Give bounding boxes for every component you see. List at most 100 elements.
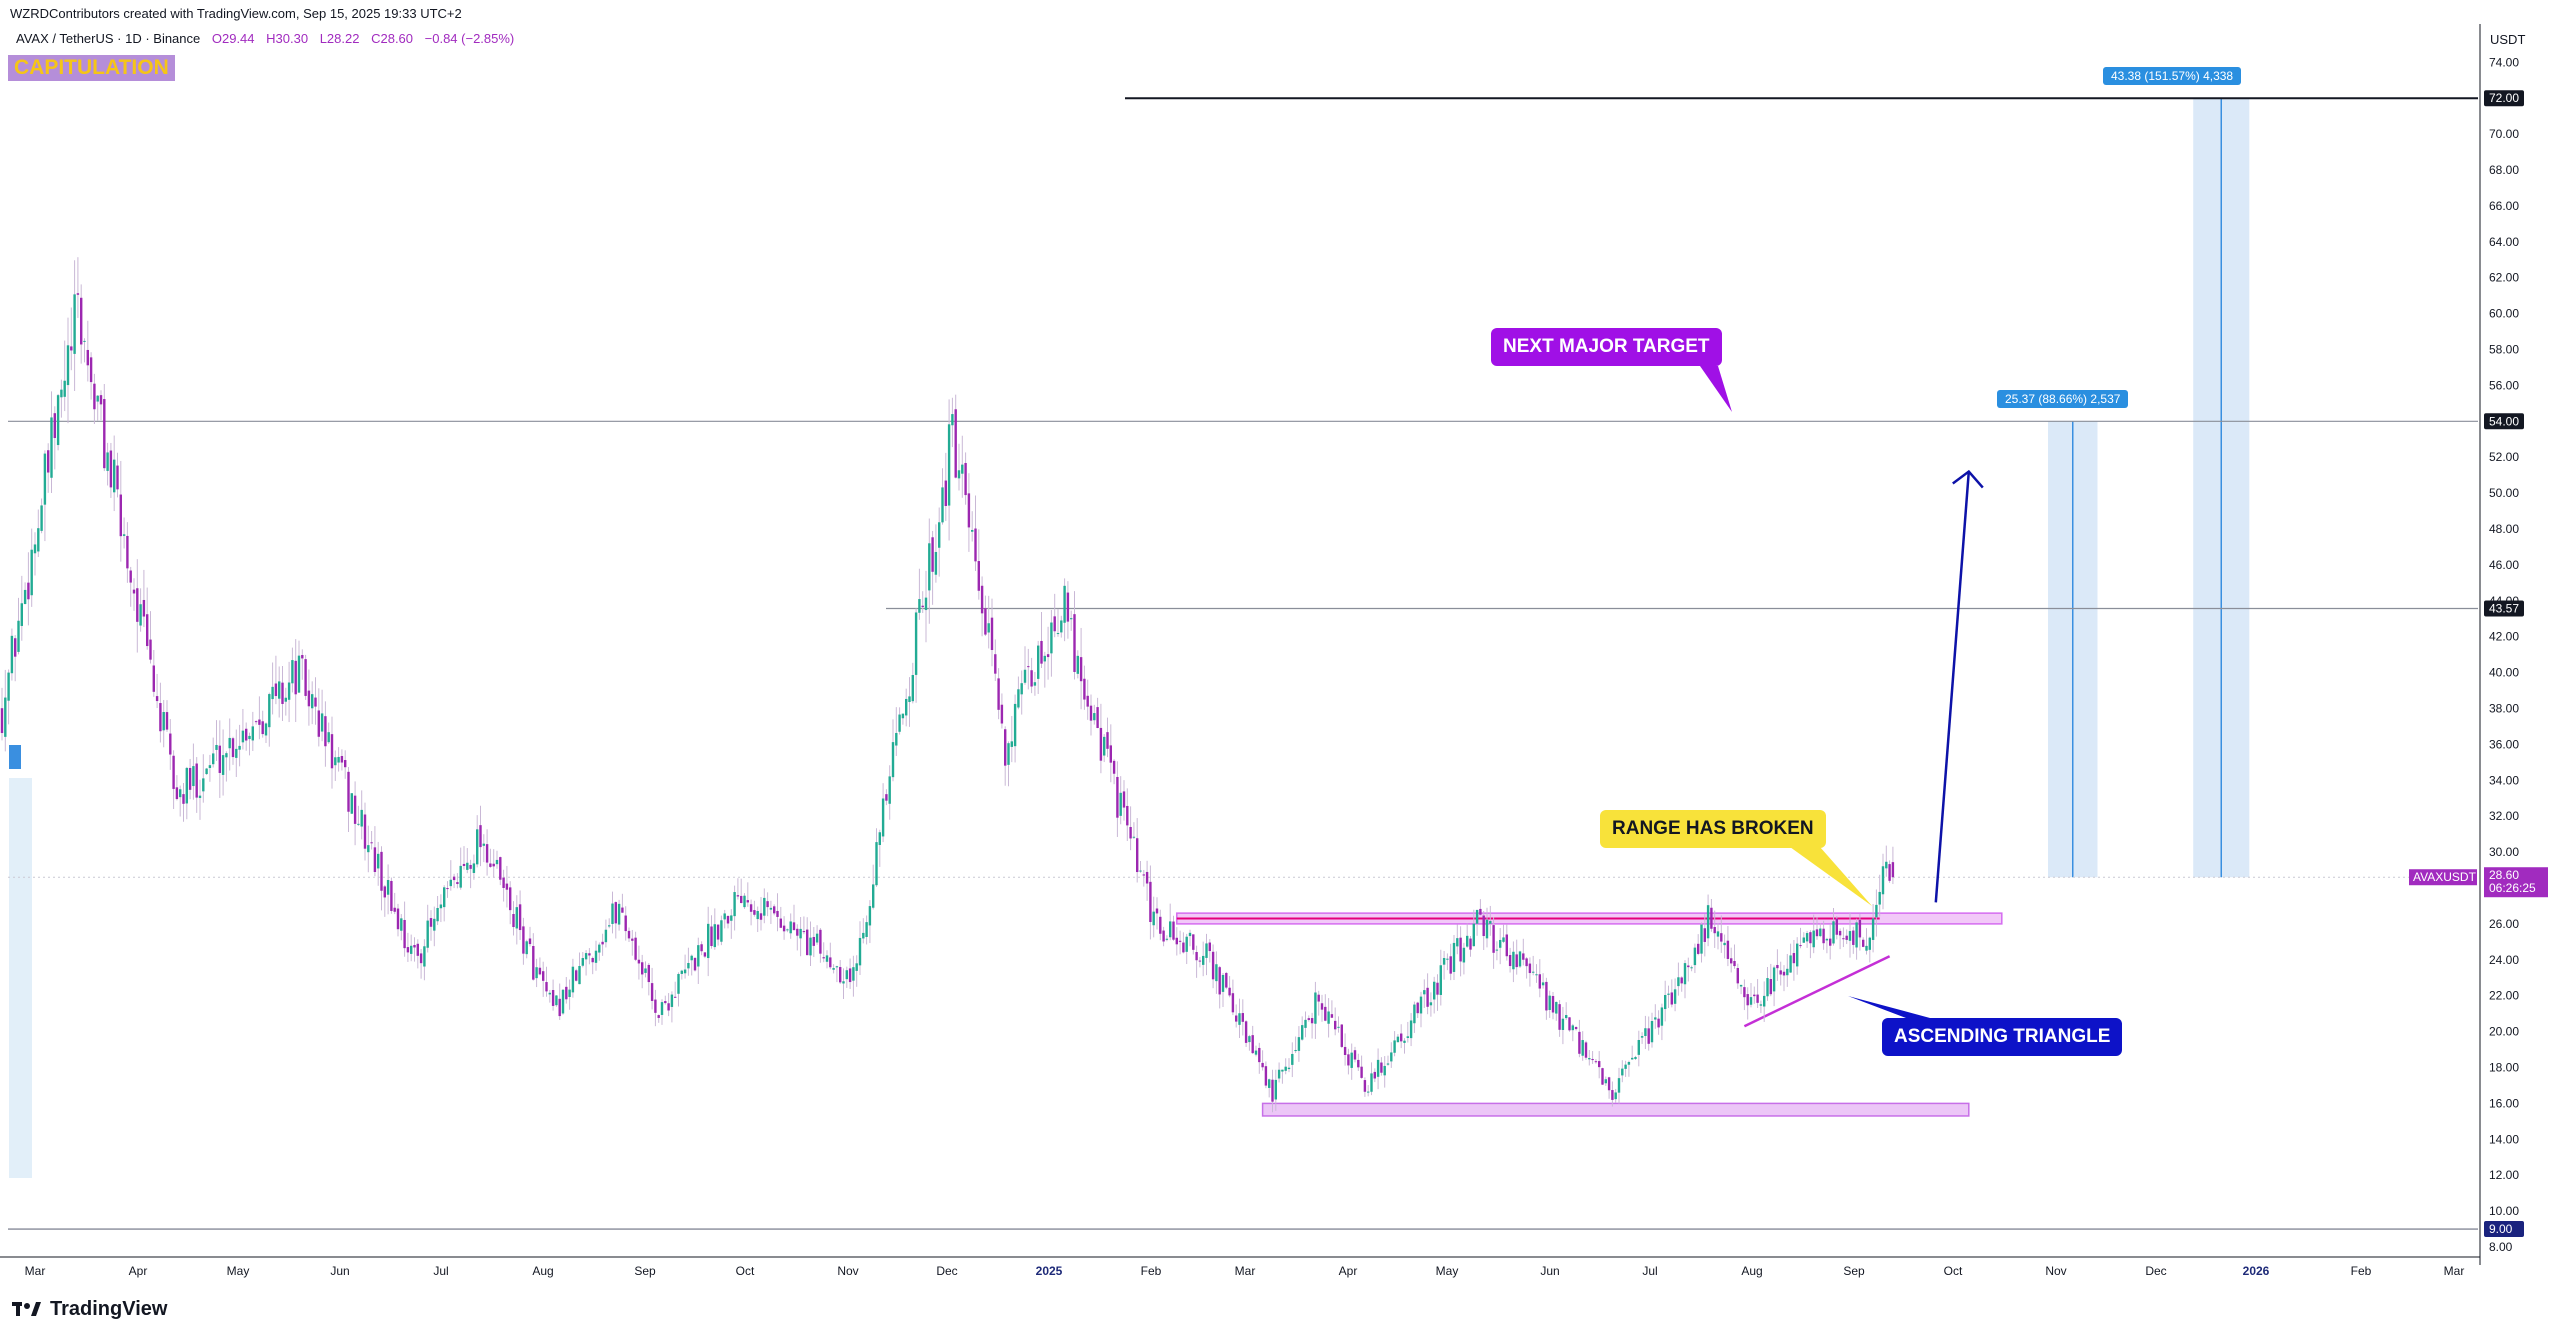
- candle-down: [1594, 1061, 1598, 1063]
- candle-up: [1037, 645, 1040, 679]
- candle-up: [918, 599, 921, 613]
- candle-down: [142, 599, 146, 617]
- candle-down: [1558, 1004, 1561, 1030]
- candle-up: [1739, 984, 1743, 987]
- candle-down: [396, 908, 400, 930]
- candle-down: [1822, 928, 1825, 944]
- candle-up: [251, 726, 254, 741]
- x-tick-label: Mar: [2444, 1264, 2465, 1278]
- candle-down: [1607, 1077, 1611, 1091]
- candle-down: [802, 931, 806, 933]
- candle-up: [433, 918, 436, 931]
- candle-up: [680, 970, 683, 974]
- symbol-label[interactable]: AVAX / TetherUS · 1D · Binance: [16, 31, 201, 46]
- candle-down: [1334, 1020, 1337, 1030]
- candle-down: [1109, 745, 1112, 763]
- candle-down: [353, 795, 357, 824]
- candle-down: [759, 913, 763, 920]
- candle-down: [116, 465, 119, 490]
- candle-up: [1634, 1057, 1637, 1059]
- candle-up: [941, 487, 944, 523]
- candle-down: [380, 851, 383, 891]
- candle-down: [637, 959, 641, 964]
- candle-up: [832, 968, 835, 970]
- candle-down: [1736, 968, 1739, 984]
- candle-up: [1010, 741, 1013, 747]
- range-bottom-box: [1261, 1102, 1970, 1117]
- candle-down: [80, 297, 83, 345]
- candle-down: [383, 886, 386, 898]
- candle-down: [317, 710, 320, 737]
- candle-up: [934, 551, 938, 575]
- high-value: H30.30: [266, 31, 309, 46]
- candle-up: [951, 414, 954, 426]
- candle-down: [1538, 974, 1541, 989]
- candle-up: [185, 767, 188, 804]
- candle-up: [1789, 955, 1792, 973]
- candle-down: [1776, 964, 1779, 969]
- candle-up: [113, 459, 116, 493]
- axis-level-tag: [2484, 1221, 2524, 1238]
- candle-up: [1763, 995, 1766, 1007]
- x-tick-label: Oct: [736, 1264, 755, 1278]
- candle-down: [1525, 958, 1528, 967]
- candle-down: [1225, 972, 1228, 988]
- candle-down: [667, 1003, 670, 1011]
- candle-down: [1713, 927, 1716, 934]
- candle-up: [1383, 1065, 1386, 1076]
- candle-down: [746, 900, 749, 903]
- candle-up: [357, 823, 360, 825]
- candle-down: [700, 944, 703, 952]
- candle-down: [469, 864, 472, 869]
- candle-down: [340, 756, 344, 763]
- candle-down: [716, 924, 720, 940]
- candle-up: [1716, 931, 1720, 937]
- candle-down: [1122, 791, 1126, 808]
- candle-up: [908, 696, 911, 703]
- candle-down: [1083, 678, 1086, 700]
- candle-up: [1819, 928, 1822, 937]
- candle-up: [1637, 1039, 1640, 1055]
- candle-down: [1545, 981, 1548, 1011]
- chart-credit: WZRDContributors created with TradingVie…: [10, 6, 462, 21]
- candle-down: [1891, 862, 1895, 878]
- x-tick-label: Sep: [1843, 1264, 1865, 1278]
- candle-up: [248, 735, 251, 740]
- candle-down: [1251, 1035, 1254, 1054]
- y-tick-label: 64.00: [2489, 235, 2519, 249]
- y-tick-label: 50.00: [2489, 486, 2519, 500]
- candle-down: [1746, 994, 1749, 1006]
- candle-down: [773, 906, 776, 914]
- y-tick-label: 40.00: [2489, 666, 2519, 680]
- candle-down: [621, 907, 624, 913]
- candle-up: [284, 697, 287, 702]
- candle-down: [614, 902, 617, 924]
- candle-up: [1007, 743, 1010, 765]
- range-has-broken-callout: RANGE HAS BROKEN: [1600, 810, 1826, 848]
- candle-up: [1660, 1007, 1664, 1026]
- candle-down: [1710, 907, 1713, 929]
- candle-up: [1749, 997, 1753, 1005]
- y-tick-label: 42.00: [2489, 630, 2519, 644]
- candle-down: [1231, 993, 1235, 1013]
- candle-down: [294, 660, 297, 695]
- candle-down: [997, 678, 1000, 710]
- candle-down: [14, 638, 17, 657]
- candle-down: [489, 863, 492, 867]
- candle-up: [690, 955, 693, 961]
- candle-down: [452, 876, 456, 881]
- candle-up: [40, 505, 43, 531]
- candle-up: [225, 753, 228, 758]
- candle-up: [697, 945, 700, 967]
- candle-down: [931, 537, 934, 572]
- y-tick-label: 8.00: [2489, 1240, 2513, 1254]
- candle-down: [1779, 970, 1782, 975]
- candle-down: [1363, 1080, 1367, 1092]
- candle-down: [505, 883, 509, 890]
- candle-down: [93, 383, 96, 410]
- candle-down: [693, 957, 697, 971]
- candle-up: [1419, 996, 1423, 1014]
- candle-up: [1390, 1052, 1393, 1062]
- candle-down: [182, 794, 185, 804]
